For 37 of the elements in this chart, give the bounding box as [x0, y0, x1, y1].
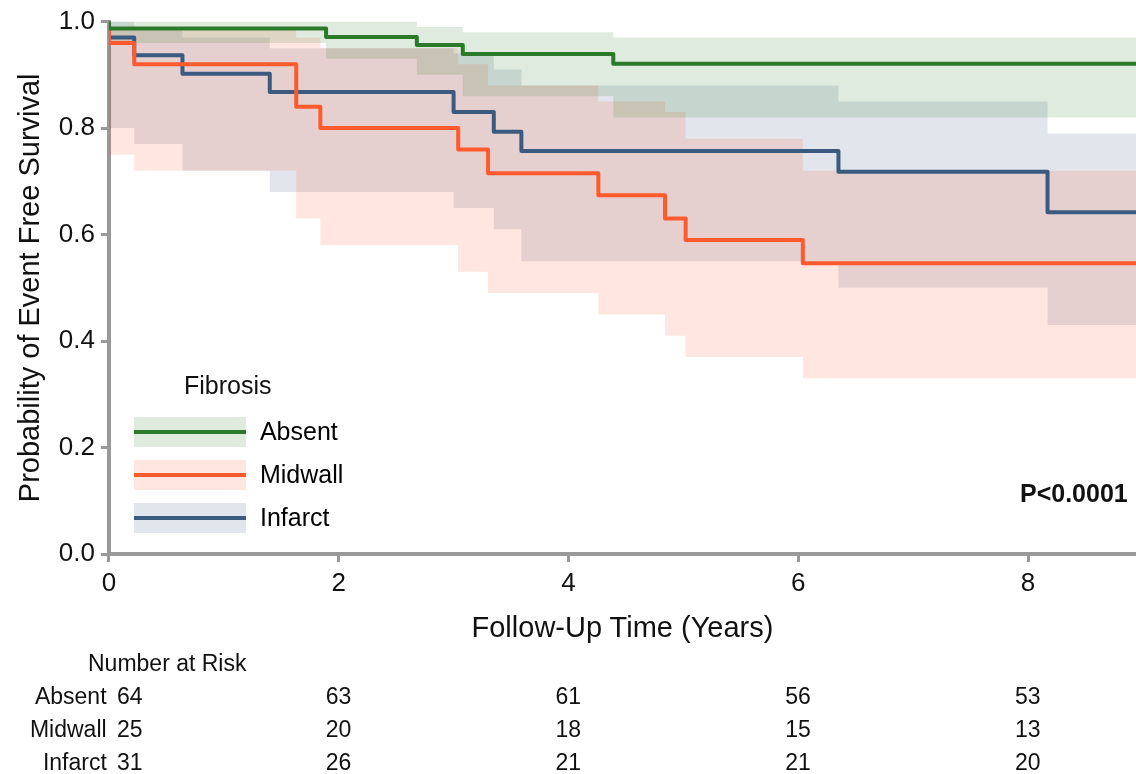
y-tick-label: 0.0: [58, 537, 95, 568]
text: Absent: [34, 683, 107, 710]
legend-title: Fibrosis: [183, 371, 273, 400]
text: 21: [785, 749, 811, 774]
x-tick-label: 8: [1020, 566, 1036, 597]
text: 25: [116, 716, 143, 743]
x-tick-label: 0: [101, 566, 117, 597]
y-tick-label: 1.0: [58, 4, 95, 35]
text: Infarct: [42, 749, 107, 774]
legend-label: Infarct: [259, 503, 330, 532]
text: 63: [325, 683, 352, 710]
text: 53: [1015, 683, 1041, 710]
text: 21: [555, 749, 582, 774]
y-tick-label: 0.8: [58, 111, 95, 142]
y-tick-label: 0.2: [58, 430, 95, 461]
y-tick-label: 0.4: [58, 324, 95, 355]
text: 20: [325, 716, 352, 743]
text: Number at Risk: [88, 650, 247, 677]
text: Midwall: [29, 716, 107, 743]
annotation: P<0.0001: [1020, 479, 1128, 508]
x-tick-label: 6: [791, 566, 806, 597]
text: 20: [1015, 749, 1041, 774]
text: 56: [785, 683, 811, 710]
text: 13: [1015, 716, 1041, 743]
text: 15: [785, 716, 811, 743]
text: 31: [116, 749, 143, 774]
text: 61: [555, 683, 582, 710]
y-tick-label: 0.6: [58, 217, 95, 248]
x-axis-title: Follow-Up Time (Years): [471, 610, 774, 643]
x-tick-label: 2: [331, 566, 346, 597]
y-axis-title: Probability of Event Free Survival: [13, 73, 46, 503]
text: 18: [555, 716, 582, 743]
x-tick-label: 4: [561, 566, 576, 597]
legend-label: Absent: [259, 417, 338, 446]
text: 64: [116, 683, 143, 710]
legend-label: Midwall: [259, 460, 344, 489]
text: 26: [325, 749, 352, 774]
